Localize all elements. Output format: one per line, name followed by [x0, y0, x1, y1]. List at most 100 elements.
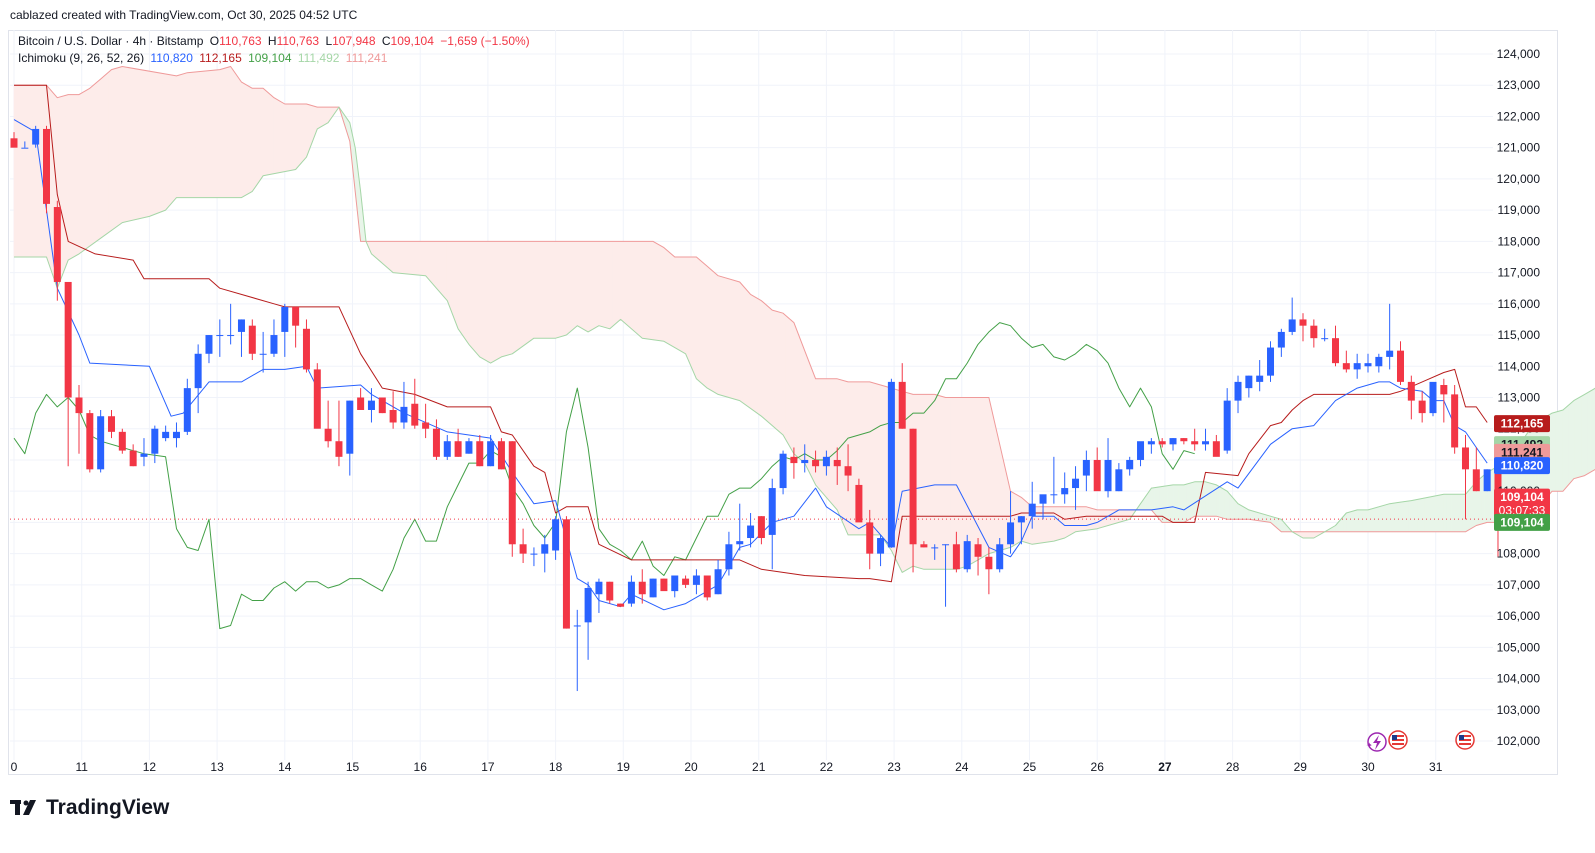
cloud-segment — [89, 85, 93, 247]
cloud-segment — [149, 70, 153, 217]
candle — [768, 478, 776, 570]
cloud-segment — [704, 263, 708, 389]
candle-body — [1375, 356, 1383, 367]
cloud-segment — [622, 241, 627, 325]
cloud-segment — [1443, 494, 1447, 533]
candle — [1407, 375, 1415, 420]
cloud-segment — [154, 71, 158, 215]
cloud-segment — [1067, 506, 1071, 537]
ichimoku-legend[interactable]: Ichimoku (9, 26, 52, 26) 110,820 112,165… — [18, 51, 390, 65]
cloud-segment — [763, 302, 768, 422]
cloud-segment — [585, 241, 589, 333]
candle — [963, 534, 971, 573]
symbol-legend[interactable]: Bitcoin / U.S. Dollar · 4h · Bitstamp O1… — [18, 34, 533, 48]
candle-body — [541, 544, 549, 554]
us-flag-event-icon[interactable] — [1455, 730, 1475, 750]
candle — [422, 403, 430, 439]
cloud-segment — [1183, 483, 1187, 523]
candle-body — [866, 522, 874, 554]
candle — [974, 538, 982, 576]
close-value: 109,104 — [390, 34, 434, 48]
cloud-segment — [162, 73, 166, 212]
cloud-segment — [975, 397, 979, 562]
ichimoku-cloud — [13, 65, 1595, 573]
cloud-segment — [604, 241, 608, 329]
cloud-segment — [650, 241, 654, 341]
candle — [1461, 434, 1469, 520]
cloud-segment — [132, 68, 137, 221]
cloud-segment — [455, 241, 459, 329]
base-value: 112,165 — [199, 51, 242, 65]
cloud-segment — [81, 90, 85, 253]
candle-body — [1202, 441, 1210, 445]
candle-body — [1212, 441, 1220, 457]
cloud-segment — [208, 70, 212, 198]
candle-body — [10, 138, 18, 148]
cloud-segment — [742, 284, 746, 406]
cloud-segment — [138, 68, 142, 220]
cloud-segment — [579, 241, 583, 330]
cloud-segment — [73, 94, 77, 258]
cloud-segment — [84, 89, 88, 251]
candle — [996, 538, 1004, 573]
cloud-segment — [1364, 509, 1369, 533]
candle-body — [1137, 441, 1145, 460]
cloud-segment — [696, 256, 700, 382]
candle-body — [140, 453, 148, 457]
cloud-segment — [417, 241, 421, 276]
cloud-segment — [1381, 504, 1385, 533]
candle-body — [1082, 459, 1090, 476]
cloud-segment — [398, 241, 402, 274]
candle-body — [1288, 319, 1296, 332]
candle — [1147, 438, 1155, 454]
cloud-segment — [660, 245, 665, 342]
cloud-segment — [517, 241, 521, 351]
candle — [172, 422, 180, 448]
time-tick-label: 22 — [820, 760, 834, 774]
cloud-segment — [706, 265, 711, 391]
candle — [606, 581, 614, 604]
candle — [140, 438, 148, 467]
cloud-segment — [1362, 509, 1366, 533]
price-tick-label: 123,000 — [1497, 78, 1541, 92]
candle-body — [714, 569, 722, 595]
cloud-segment — [195, 71, 199, 198]
cloud-segment — [780, 312, 784, 436]
cloud-segment — [113, 67, 118, 230]
cloud-segment — [70, 94, 74, 260]
candle-body — [682, 578, 690, 585]
cloud-segment — [243, 83, 248, 197]
cloud-segment — [1581, 393, 1585, 477]
candle — [1321, 328, 1329, 342]
candle — [1429, 381, 1437, 417]
cloud-segment — [122, 66, 126, 224]
cloud-segment — [882, 385, 887, 544]
cloud-segment — [21, 84, 26, 258]
cloud-segment — [606, 241, 611, 330]
candle-body — [812, 459, 820, 467]
cloud-segment — [140, 69, 145, 219]
cloud-segment — [1048, 506, 1052, 543]
price-tag-bg — [1494, 415, 1550, 433]
cloud-segment — [325, 106, 329, 125]
tradingview-logo[interactable]: TradingView — [10, 796, 169, 820]
candle-body — [1072, 478, 1080, 489]
cloud-segment — [701, 261, 705, 387]
cloud-segment — [872, 382, 876, 536]
cloud-segment — [468, 241, 472, 349]
candle — [400, 381, 408, 429]
lightning-event-icon[interactable]: ✦ — [1366, 732, 1387, 752]
candle-body — [151, 428, 159, 454]
cloud-segment — [86, 87, 91, 249]
candle — [411, 378, 419, 429]
leading-span-a-line — [14, 106, 1595, 573]
cloud-segment — [945, 397, 949, 570]
price-tick-label: 119,000 — [1498, 203, 1541, 217]
cloud-segment — [1167, 484, 1171, 523]
cloud-segment — [541, 241, 546, 339]
event-markers: ✦ — [1366, 730, 1475, 752]
cloud-segment — [777, 311, 781, 434]
candle-body — [1267, 347, 1275, 376]
us-flag-event-icon[interactable] — [1388, 730, 1408, 750]
